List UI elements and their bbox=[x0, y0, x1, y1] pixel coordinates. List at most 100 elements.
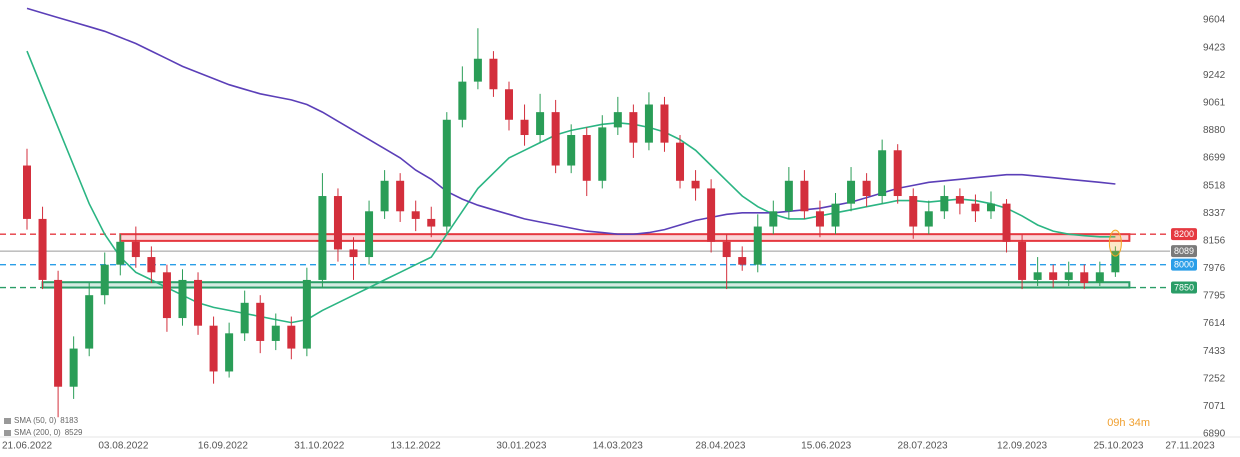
candle-body bbox=[178, 279, 187, 319]
candle-body bbox=[380, 180, 389, 212]
candle-body bbox=[940, 196, 949, 212]
candle-body bbox=[333, 196, 342, 250]
current-price-label: 8089 bbox=[1174, 246, 1194, 256]
candle-body bbox=[753, 226, 762, 265]
candle-body bbox=[831, 203, 840, 227]
candle-body bbox=[116, 241, 125, 265]
candle-body bbox=[240, 302, 249, 334]
legend-name: SMA (50, 0) bbox=[14, 416, 57, 425]
level-label-box bbox=[1171, 228, 1197, 241]
candle-body bbox=[225, 333, 234, 372]
candle-body bbox=[691, 180, 700, 189]
candle-body bbox=[54, 279, 63, 387]
candle-body bbox=[567, 135, 576, 166]
candle-body bbox=[147, 257, 156, 273]
candle-body bbox=[162, 272, 171, 319]
candle-body bbox=[69, 348, 78, 387]
candle-body bbox=[815, 211, 824, 227]
candle-body bbox=[862, 180, 871, 197]
candle-body bbox=[800, 180, 809, 212]
candle-body bbox=[318, 196, 327, 280]
candle-body bbox=[986, 203, 995, 212]
y-tick-label: 8880 bbox=[1203, 125, 1226, 136]
plot-area bbox=[0, 7, 1170, 418]
level-label-box bbox=[1171, 281, 1197, 294]
y-tick-label: 7614 bbox=[1203, 318, 1226, 329]
candle-body bbox=[85, 295, 94, 349]
current-price-label-box bbox=[1171, 245, 1197, 258]
y-tick-label: 8699 bbox=[1203, 153, 1226, 164]
candle-body bbox=[1064, 272, 1073, 280]
legend-value: 8183 bbox=[60, 416, 78, 425]
legend-icon bbox=[4, 418, 11, 424]
candle-body bbox=[131, 241, 140, 258]
candle-body bbox=[660, 104, 669, 143]
x-tick-label: 28.04.2023 bbox=[695, 441, 745, 452]
candle-body bbox=[1080, 272, 1089, 283]
candle-body bbox=[209, 325, 218, 372]
candle-body bbox=[676, 142, 685, 181]
level-label-box bbox=[1171, 258, 1197, 271]
x-tick-label: 16.09.2022 bbox=[198, 441, 248, 452]
candle-body bbox=[1002, 203, 1011, 242]
candle-body bbox=[738, 257, 747, 265]
candle-body bbox=[427, 218, 436, 227]
level-label: 7850 bbox=[1174, 282, 1194, 292]
candle-body bbox=[194, 279, 203, 326]
y-tick-label: 7071 bbox=[1203, 401, 1226, 412]
y-tick-label: 7795 bbox=[1203, 291, 1226, 302]
legend-name: SMA (200, 0) bbox=[14, 428, 61, 437]
candle-body bbox=[271, 325, 280, 341]
candle-body bbox=[349, 249, 358, 258]
y-tick-label: 9242 bbox=[1203, 70, 1226, 81]
candle-body bbox=[489, 58, 498, 90]
x-tick-label: 25.10.2023 bbox=[1093, 441, 1143, 452]
x-tick-label: 30.01.2023 bbox=[496, 441, 546, 452]
y-tick-label: 8337 bbox=[1203, 208, 1226, 219]
candle-body bbox=[847, 180, 856, 204]
candle-body bbox=[644, 104, 653, 143]
x-tick-label: 28.07.2023 bbox=[898, 441, 948, 452]
candle-body bbox=[551, 112, 560, 166]
legend-value: 8529 bbox=[65, 428, 83, 437]
x-tick-label: 13.12.2022 bbox=[391, 441, 441, 452]
level-label: 8200 bbox=[1174, 229, 1194, 239]
candle-body bbox=[893, 150, 902, 197]
candle-body bbox=[256, 302, 265, 341]
candle-body bbox=[302, 279, 311, 349]
y-tick-label: 6890 bbox=[1203, 429, 1226, 440]
candle-body bbox=[23, 165, 31, 219]
candle-body bbox=[1111, 251, 1120, 273]
candle-body bbox=[411, 211, 420, 219]
zone bbox=[41, 281, 1131, 289]
candle-body bbox=[909, 196, 918, 227]
candle-body bbox=[924, 211, 933, 227]
candle-body bbox=[442, 119, 451, 227]
candle-body bbox=[707, 188, 716, 242]
y-tick-label: 7252 bbox=[1203, 373, 1226, 384]
candle-body bbox=[784, 180, 793, 212]
y-tick-label: 9423 bbox=[1203, 42, 1226, 53]
candle-body bbox=[365, 211, 374, 258]
highlight bbox=[1108, 229, 1122, 257]
x-tick-label: 15.06.2023 bbox=[801, 441, 851, 452]
candle-body bbox=[473, 58, 482, 82]
y-tick-label: 7976 bbox=[1203, 263, 1226, 274]
y-tick-label: 8518 bbox=[1203, 180, 1226, 191]
candle-body bbox=[722, 241, 731, 258]
candle-body bbox=[38, 218, 47, 280]
candle-body bbox=[1095, 272, 1104, 283]
candle-body bbox=[504, 89, 513, 120]
candle-body bbox=[613, 112, 622, 128]
candle-body bbox=[1033, 272, 1042, 280]
countdown: 09h 34m bbox=[1107, 417, 1150, 429]
candle-body bbox=[458, 81, 467, 120]
candle-body bbox=[1018, 241, 1027, 280]
level-label: 8000 bbox=[1174, 260, 1194, 270]
y-tick-label: 8156 bbox=[1203, 236, 1226, 247]
candle-body bbox=[971, 203, 980, 212]
x-tick-label: 03.08.2022 bbox=[98, 441, 148, 452]
candle-body bbox=[769, 211, 778, 227]
sma-line bbox=[26, 7, 1116, 235]
